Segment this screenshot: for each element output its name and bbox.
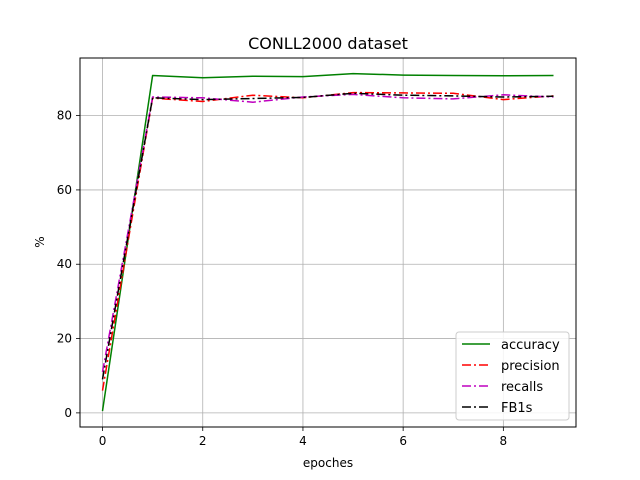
- legend-label-accuracy: accuracy: [501, 338, 560, 353]
- x-axis-label: epoches: [303, 456, 353, 470]
- legend-label-precision: precision: [501, 359, 560, 374]
- legend-box: [455, 331, 570, 421]
- legend-label-recalls: recalls: [501, 380, 543, 395]
- x-tick-label: 8: [500, 434, 508, 448]
- y-axis-label: %: [33, 236, 47, 247]
- legend-label-fb1s: FB1s: [501, 401, 533, 416]
- x-tick-label: 6: [399, 434, 407, 448]
- chart-title: CONLL2000 dataset: [248, 34, 408, 53]
- grid: [80, 58, 576, 427]
- x-tick-label: 4: [299, 434, 307, 448]
- legend: accuracy precision recalls FB1s: [455, 331, 570, 421]
- y-tick-label: 80: [57, 109, 72, 123]
- x-tick-label: 0: [99, 434, 107, 448]
- y-tick-label: 60: [57, 183, 72, 197]
- y-tick-label: 0: [64, 406, 72, 420]
- series-line-accuracy: [101, 72, 554, 412]
- series-group: [101, 72, 554, 412]
- series-line-recalls: [101, 93, 554, 373]
- y-tick-label: 20: [57, 332, 72, 346]
- plot-frame: [79, 57, 577, 428]
- series-line-fb1s: [101, 92, 554, 380]
- y-tick-label: 40: [57, 257, 72, 271]
- x-tick-label: 2: [199, 434, 207, 448]
